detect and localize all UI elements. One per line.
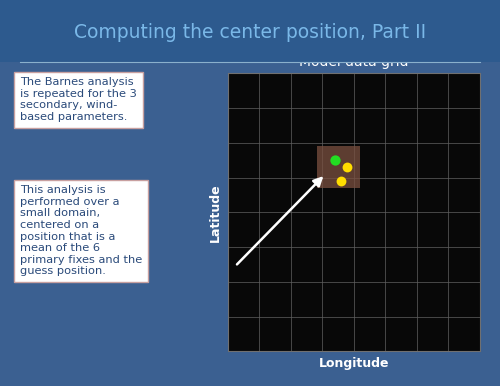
Text: This analysis is
performed over a
small domain,
centered on a
position that is a: This analysis is performed over a small … [20, 185, 142, 276]
Y-axis label: Latitude: Latitude [209, 183, 222, 242]
Text: The Barnes analysis
is repeated for the 3
secondary, wind-
based parameters.: The Barnes analysis is repeated for the … [20, 77, 137, 122]
Text: Computing the center position, Part II: Computing the center position, Part II [74, 23, 426, 42]
Title: Model data grid: Model data grid [299, 56, 408, 69]
Point [331, 157, 339, 163]
Point [344, 164, 351, 170]
Point [337, 178, 345, 184]
X-axis label: Longitude: Longitude [318, 357, 389, 370]
Bar [318, 146, 360, 188]
